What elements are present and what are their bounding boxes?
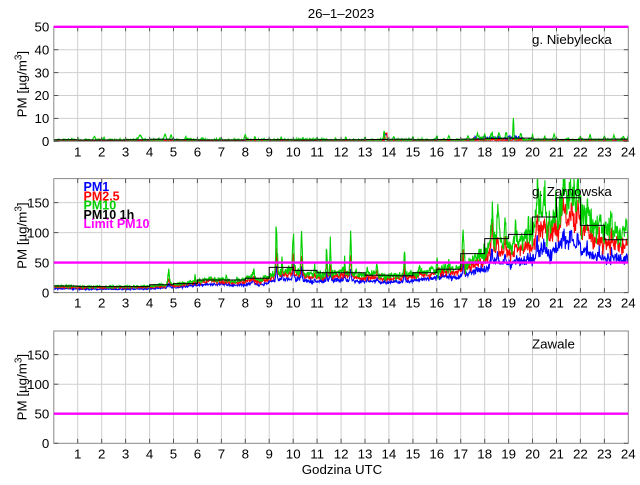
svg-text:1: 1 [74, 296, 81, 311]
svg-text:10: 10 [286, 446, 301, 461]
svg-text:50: 50 [35, 20, 50, 35]
svg-text:5: 5 [170, 296, 177, 311]
svg-text:16: 16 [429, 144, 444, 159]
svg-text:3: 3 [122, 144, 129, 159]
svg-text:20: 20 [525, 296, 540, 311]
svg-text:10: 10 [35, 111, 50, 126]
svg-text:8: 8 [242, 296, 249, 311]
svg-text:24: 24 [621, 446, 636, 461]
svg-text:11: 11 [310, 296, 324, 311]
svg-text:PM [µg/m3]: PM [µg/m3] [14, 51, 30, 117]
svg-text:100: 100 [27, 225, 49, 240]
svg-text:23: 23 [597, 144, 612, 159]
svg-text:12: 12 [334, 144, 349, 159]
svg-text:9: 9 [265, 446, 272, 461]
svg-text:18: 18 [477, 296, 492, 311]
svg-text:19: 19 [501, 296, 516, 311]
svg-text:Godzina UTC: Godzina UTC [302, 462, 383, 477]
svg-text:0: 0 [42, 134, 49, 149]
svg-text:100: 100 [27, 377, 49, 392]
svg-text:6: 6 [194, 144, 201, 159]
svg-text:19: 19 [501, 446, 516, 461]
svg-text:15: 15 [406, 446, 421, 461]
svg-text:24: 24 [621, 296, 636, 311]
svg-text:6: 6 [194, 296, 201, 311]
svg-text:7: 7 [218, 144, 225, 159]
svg-text:PM10 1h: PM10 1h [84, 208, 135, 222]
svg-text:11: 11 [310, 446, 324, 461]
svg-text:3: 3 [122, 296, 129, 311]
svg-text:18: 18 [477, 446, 492, 461]
svg-text:17: 17 [453, 296, 468, 311]
svg-text:13: 13 [358, 296, 373, 311]
svg-text:2: 2 [98, 446, 105, 461]
svg-text:15: 15 [406, 296, 421, 311]
svg-text:PM [µg/m3]: PM [µg/m3] [14, 354, 30, 420]
svg-text:4: 4 [146, 446, 153, 461]
svg-text:17: 17 [453, 446, 468, 461]
svg-text:50: 50 [35, 406, 50, 421]
svg-text:21: 21 [549, 144, 564, 159]
svg-text:18: 18 [477, 144, 492, 159]
svg-text:21: 21 [549, 446, 564, 461]
svg-text:7: 7 [218, 296, 225, 311]
svg-text:8: 8 [242, 446, 249, 461]
svg-text:16: 16 [429, 446, 444, 461]
svg-text:6: 6 [194, 446, 201, 461]
svg-text:8: 8 [242, 144, 249, 159]
svg-text:Zawale: Zawale [532, 336, 575, 351]
svg-text:24: 24 [621, 144, 636, 159]
svg-text:9: 9 [265, 144, 272, 159]
svg-text:0: 0 [42, 285, 49, 300]
svg-text:13: 13 [358, 446, 373, 461]
svg-text:23: 23 [597, 296, 612, 311]
svg-text:12: 12 [334, 296, 349, 311]
svg-text:PM10: PM10 [84, 199, 117, 213]
svg-text:14: 14 [382, 296, 397, 311]
svg-text:50: 50 [35, 255, 50, 270]
svg-text:5: 5 [170, 446, 177, 461]
svg-text:4: 4 [146, 296, 153, 311]
svg-text:150: 150 [27, 195, 49, 210]
svg-text:14: 14 [382, 446, 397, 461]
svg-text:3: 3 [122, 446, 129, 461]
svg-text:13: 13 [358, 144, 373, 159]
svg-text:20: 20 [525, 446, 540, 461]
svg-text:10: 10 [286, 296, 301, 311]
svg-text:150: 150 [27, 347, 49, 362]
svg-text:11: 11 [310, 144, 324, 159]
svg-text:PM2.5: PM2.5 [84, 189, 120, 203]
svg-text:21: 21 [549, 296, 564, 311]
svg-text:0: 0 [42, 436, 49, 451]
svg-text:40: 40 [35, 42, 50, 57]
svg-text:19: 19 [501, 144, 516, 159]
svg-text:2: 2 [98, 296, 105, 311]
svg-text:1: 1 [74, 144, 81, 159]
svg-text:22: 22 [573, 144, 588, 159]
svg-text:17: 17 [453, 144, 468, 159]
svg-text:10: 10 [286, 144, 301, 159]
svg-text:PM [µg/m3]: PM [µg/m3] [14, 202, 30, 268]
svg-text:20: 20 [525, 144, 540, 159]
svg-text:5: 5 [170, 144, 177, 159]
svg-text:2: 2 [98, 144, 105, 159]
svg-text:22: 22 [573, 446, 588, 461]
svg-text:12: 12 [334, 446, 349, 461]
svg-text:15: 15 [406, 144, 421, 159]
svg-text:g. Zarnowska: g. Zarnowska [532, 184, 612, 199]
svg-text:4: 4 [146, 144, 153, 159]
svg-text:14: 14 [382, 144, 397, 159]
svg-text:22: 22 [573, 296, 588, 311]
svg-text:30: 30 [35, 65, 50, 80]
svg-text:1: 1 [74, 446, 81, 461]
svg-text:16: 16 [429, 296, 444, 311]
svg-text:PM1: PM1 [84, 180, 110, 194]
svg-text:23: 23 [597, 446, 612, 461]
svg-text:Limit PM10: Limit PM10 [84, 217, 150, 231]
svg-text:20: 20 [35, 88, 50, 103]
svg-text:26–1–2023: 26–1–2023 [308, 6, 375, 21]
svg-text:9: 9 [265, 296, 272, 311]
svg-text:g. Niebylecka: g. Niebylecka [532, 32, 612, 47]
svg-text:7: 7 [218, 446, 225, 461]
